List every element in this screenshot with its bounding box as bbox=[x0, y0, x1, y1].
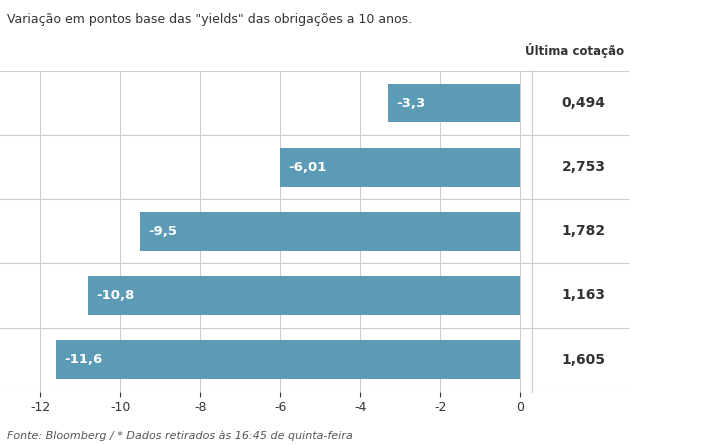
Text: Variação em pontos base das "yields" das obrigações a 10 anos.: Variação em pontos base das "yields" das… bbox=[7, 13, 413, 26]
Text: -11,6: -11,6 bbox=[64, 353, 102, 366]
Bar bbox=[56, 340, 521, 379]
Bar bbox=[140, 212, 521, 251]
Text: -9,5: -9,5 bbox=[148, 225, 177, 238]
Text: -10,8: -10,8 bbox=[96, 289, 134, 302]
Text: Fonte: Bloomberg / * Dados retirados às 16:45 de quinta-feira: Fonte: Bloomberg / * Dados retirados às … bbox=[7, 430, 353, 441]
Text: 0,494: 0,494 bbox=[561, 96, 606, 110]
Text: 1,782: 1,782 bbox=[561, 224, 606, 239]
Text: Última cotação: Última cotação bbox=[526, 43, 624, 58]
Text: -3,3: -3,3 bbox=[396, 97, 425, 110]
Text: -6,01: -6,01 bbox=[288, 161, 326, 174]
Text: 1,163: 1,163 bbox=[561, 288, 606, 303]
Bar bbox=[88, 276, 521, 315]
Bar bbox=[280, 148, 521, 186]
Text: 2,753: 2,753 bbox=[561, 160, 606, 174]
Bar bbox=[388, 84, 521, 122]
Text: 1,605: 1,605 bbox=[561, 352, 606, 367]
